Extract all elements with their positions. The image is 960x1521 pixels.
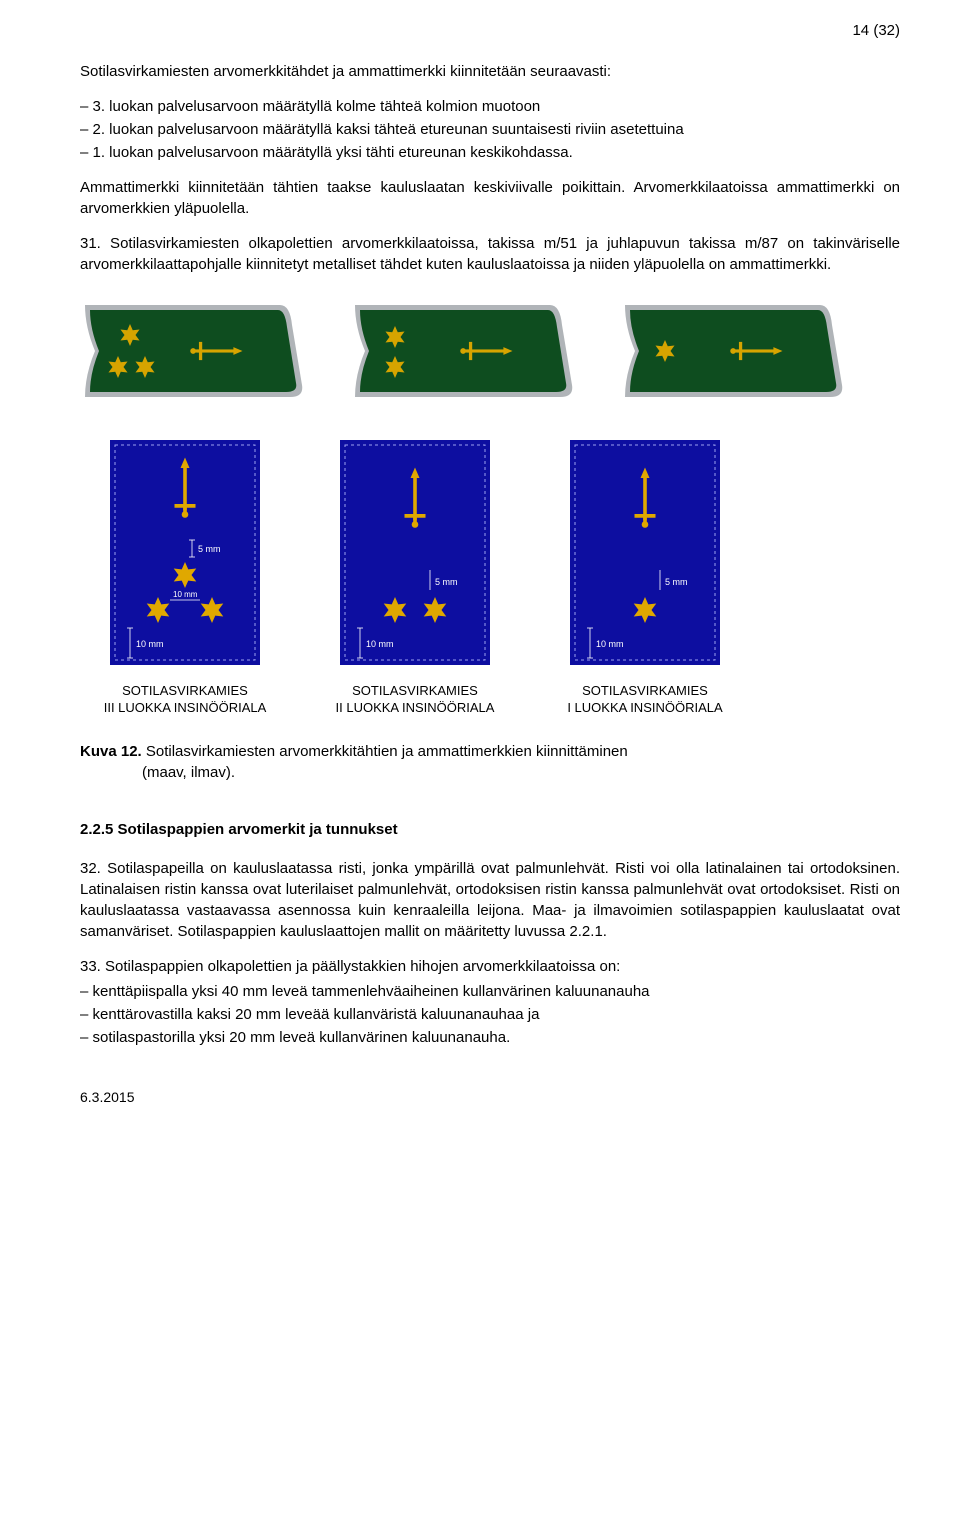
shoulder-boards-figure: 5 mm 10 mm 10 mm SOTILASVIRKAMIES III LU…	[100, 435, 900, 717]
shoulder-label-line1: SOTILASVIRKAMIES	[122, 683, 248, 698]
paragraph-32: 32. Sotilaspapeilla on kauluslaatassa ri…	[80, 858, 900, 942]
rank-list: – 3. luokan palvelusarvoon määrätyllä ko…	[80, 96, 900, 163]
dim-5mm-label: 5 mm	[198, 544, 221, 554]
collar-tab-class3	[80, 295, 310, 405]
svg-text:5 mm: 5 mm	[665, 577, 688, 587]
shoulder-board-class2: 5 mm 10 mm	[330, 435, 500, 675]
caption-number: Kuva 12.	[80, 743, 142, 760]
shoulder-col-class2: 5 mm 10 mm SOTILASVIRKAMIES II LUOKKA IN…	[330, 435, 500, 717]
collar-tab-class2	[350, 295, 580, 405]
shoulder-col-class1: 5 mm 10 mm SOTILASVIRKAMIES I LUOKKA INS…	[560, 435, 730, 717]
dim-10mm-label: 10 mm	[136, 639, 164, 649]
page-number: 14 (32)	[80, 20, 900, 41]
svg-text:10 mm: 10 mm	[173, 590, 198, 599]
rank-list-item: – 3. luokan palvelusarvoon määrätyllä ko…	[80, 96, 900, 117]
shoulder-label-line2: III LUOKKA INSINÖÖRIALA	[104, 700, 267, 715]
shoulder-label-line1: SOTILASVIRKAMIES	[352, 683, 478, 698]
caption-text-line2: (maav, ilmav).	[80, 762, 900, 783]
rank-list-item: – 2. luokan palvelusarvoon määrätyllä ka…	[80, 119, 900, 140]
paragraph-33: 33. Sotilaspappien olkapolettien ja pääl…	[80, 956, 900, 977]
rank-list-item: – 1. luokan palvelusarvoon määrätyllä yk…	[80, 142, 900, 163]
caption-text: Sotilasvirkamiesten arvomerkkitähtien ja…	[142, 743, 628, 760]
shoulder-col-class3: 5 mm 10 mm 10 mm SOTILASVIRKAMIES III LU…	[100, 435, 270, 717]
chaplain-list: – kenttäpiispalla yksi 40 mm leveä tamme…	[80, 981, 900, 1048]
shoulder-label-line2: II LUOKKA INSINÖÖRIALA	[336, 700, 495, 715]
shoulder-label-line1: SOTILASVIRKAMIES	[582, 683, 708, 698]
collar-tab-class1	[620, 295, 850, 405]
paragraph-intro: Sotilasvirkamiesten arvomerkkitähdet ja …	[80, 61, 900, 82]
chaplain-list-item: – kenttärovastilla kaksi 20 mm leveää ku…	[80, 1004, 900, 1025]
figure-caption: Kuva 12. Sotilasvirkamiesten arvomerkkit…	[80, 741, 900, 783]
svg-text:10 mm: 10 mm	[596, 639, 624, 649]
shoulder-label-line2: I LUOKKA INSINÖÖRIALA	[567, 700, 722, 715]
paragraph-31: 31. Sotilasvirkamiesten olkapolettien ar…	[80, 233, 900, 275]
chaplain-list-item: – sotilaspastorilla yksi 20 mm leveä kul…	[80, 1027, 900, 1048]
section-heading-225: 2.2.5 Sotilaspappien arvomerkit ja tunnu…	[80, 819, 900, 840]
shoulder-board-class1: 5 mm 10 mm	[560, 435, 730, 675]
svg-text:10 mm: 10 mm	[366, 639, 394, 649]
shoulder-board-class3: 5 mm 10 mm 10 mm	[100, 435, 270, 675]
chaplain-list-item: – kenttäpiispalla yksi 40 mm leveä tamme…	[80, 981, 900, 1002]
paragraph-ammattimerkki: Ammattimerkki kiinnitetään tähtien taaks…	[80, 177, 900, 219]
svg-text:5 mm: 5 mm	[435, 577, 458, 587]
collar-tabs-figure	[80, 295, 900, 405]
footer-date: 6.3.2015	[80, 1088, 900, 1108]
